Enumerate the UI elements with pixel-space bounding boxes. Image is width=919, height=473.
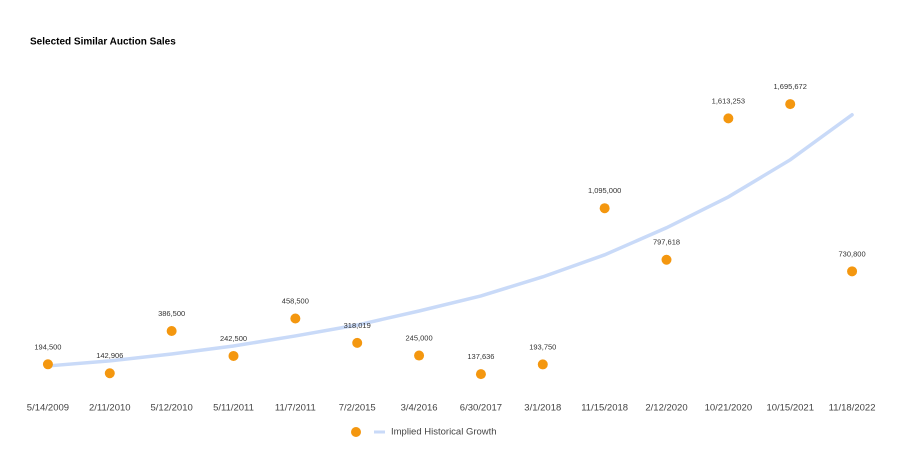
point xyxy=(537,359,548,370)
data-label: 797,618 xyxy=(653,238,680,247)
x-tick-label: 3/4/2016 xyxy=(401,403,438,414)
x-tick-label: 11/18/2022 xyxy=(829,403,876,414)
data-label: 1,095,000 xyxy=(588,186,621,195)
data-label: 137,636 xyxy=(467,352,494,361)
point xyxy=(599,203,610,214)
x-tick-label: 11/7/2011 xyxy=(275,403,316,414)
x-tick-label: 5/11/2011 xyxy=(213,403,254,414)
point xyxy=(228,350,239,361)
data-label: 458,500 xyxy=(282,297,309,306)
point xyxy=(723,113,734,124)
x-tick-label: 2/11/2010 xyxy=(89,403,131,414)
point xyxy=(661,254,672,265)
data-label: 1,695,672 xyxy=(774,82,807,91)
x-tick-label: 6/30/2017 xyxy=(460,403,502,414)
data-label: 730,800 xyxy=(839,249,866,258)
x-tick-label: 7/2/2015 xyxy=(339,403,376,414)
point xyxy=(847,266,858,277)
data-label: 142,906 xyxy=(96,351,123,360)
point xyxy=(475,369,486,380)
point xyxy=(290,313,301,324)
data-label: 194,500 xyxy=(34,342,61,351)
x-tick-label: 10/15/2021 xyxy=(766,403,814,414)
point xyxy=(166,326,177,337)
point xyxy=(785,99,796,110)
x-tick-label: 11/15/2018 xyxy=(581,403,628,414)
legend-swatch xyxy=(351,427,361,437)
data-label: 193,750 xyxy=(529,342,556,351)
x-tick-label: 10/21/2020 xyxy=(705,403,753,414)
chart-title: Selected Similar Auction Sales xyxy=(30,37,176,48)
data-label: 386,500 xyxy=(158,309,185,318)
x-tick-label: 5/14/2009 xyxy=(27,403,69,414)
x-tick-label: 3/1/2018 xyxy=(524,403,561,414)
point xyxy=(104,368,115,379)
x-tick-label: 2/12/2020 xyxy=(645,403,687,414)
data-label: 245,000 xyxy=(406,334,433,343)
data-label: 242,500 xyxy=(220,334,247,343)
x-tick-label: 5/12/2010 xyxy=(151,403,193,414)
trend-line xyxy=(46,113,854,368)
data-label: 318,019 xyxy=(344,321,371,330)
data-label: 1,613,253 xyxy=(712,96,745,105)
point xyxy=(42,359,53,370)
point xyxy=(414,350,425,361)
point xyxy=(352,337,363,348)
legend-label: Implied Historical Growth xyxy=(391,427,497,438)
